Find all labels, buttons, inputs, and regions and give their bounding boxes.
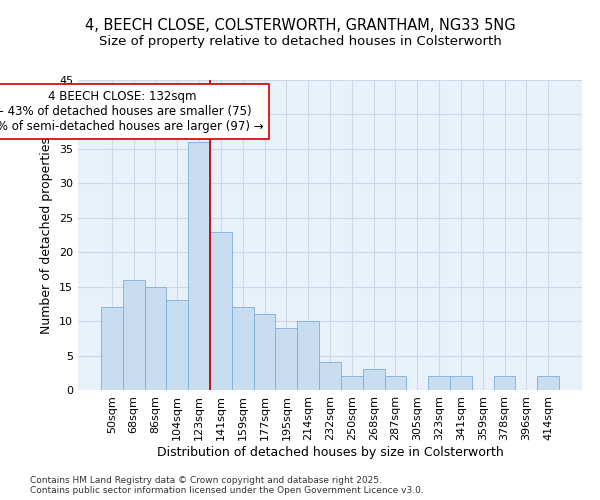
Bar <box>232 308 254 390</box>
Bar <box>210 232 232 390</box>
Bar <box>385 376 406 390</box>
Text: 4 BEECH CLOSE: 132sqm
← 43% of detached houses are smaller (75)
56% of semi-deta: 4 BEECH CLOSE: 132sqm ← 43% of detached … <box>0 90 263 134</box>
Bar <box>537 376 559 390</box>
Text: 4, BEECH CLOSE, COLSTERWORTH, GRANTHAM, NG33 5NG: 4, BEECH CLOSE, COLSTERWORTH, GRANTHAM, … <box>85 18 515 32</box>
Bar <box>341 376 363 390</box>
Bar <box>494 376 515 390</box>
Text: Contains HM Land Registry data © Crown copyright and database right 2025.
Contai: Contains HM Land Registry data © Crown c… <box>30 476 424 495</box>
Bar <box>363 370 385 390</box>
Bar <box>166 300 188 390</box>
Bar <box>450 376 472 390</box>
Bar <box>275 328 297 390</box>
Bar <box>101 308 123 390</box>
Bar <box>123 280 145 390</box>
Bar <box>254 314 275 390</box>
Bar <box>188 142 210 390</box>
Y-axis label: Number of detached properties: Number of detached properties <box>40 136 53 334</box>
Text: Size of property relative to detached houses in Colsterworth: Size of property relative to detached ho… <box>98 35 502 48</box>
Bar <box>145 286 166 390</box>
Bar <box>297 321 319 390</box>
Bar <box>428 376 450 390</box>
X-axis label: Distribution of detached houses by size in Colsterworth: Distribution of detached houses by size … <box>157 446 503 458</box>
Bar <box>319 362 341 390</box>
